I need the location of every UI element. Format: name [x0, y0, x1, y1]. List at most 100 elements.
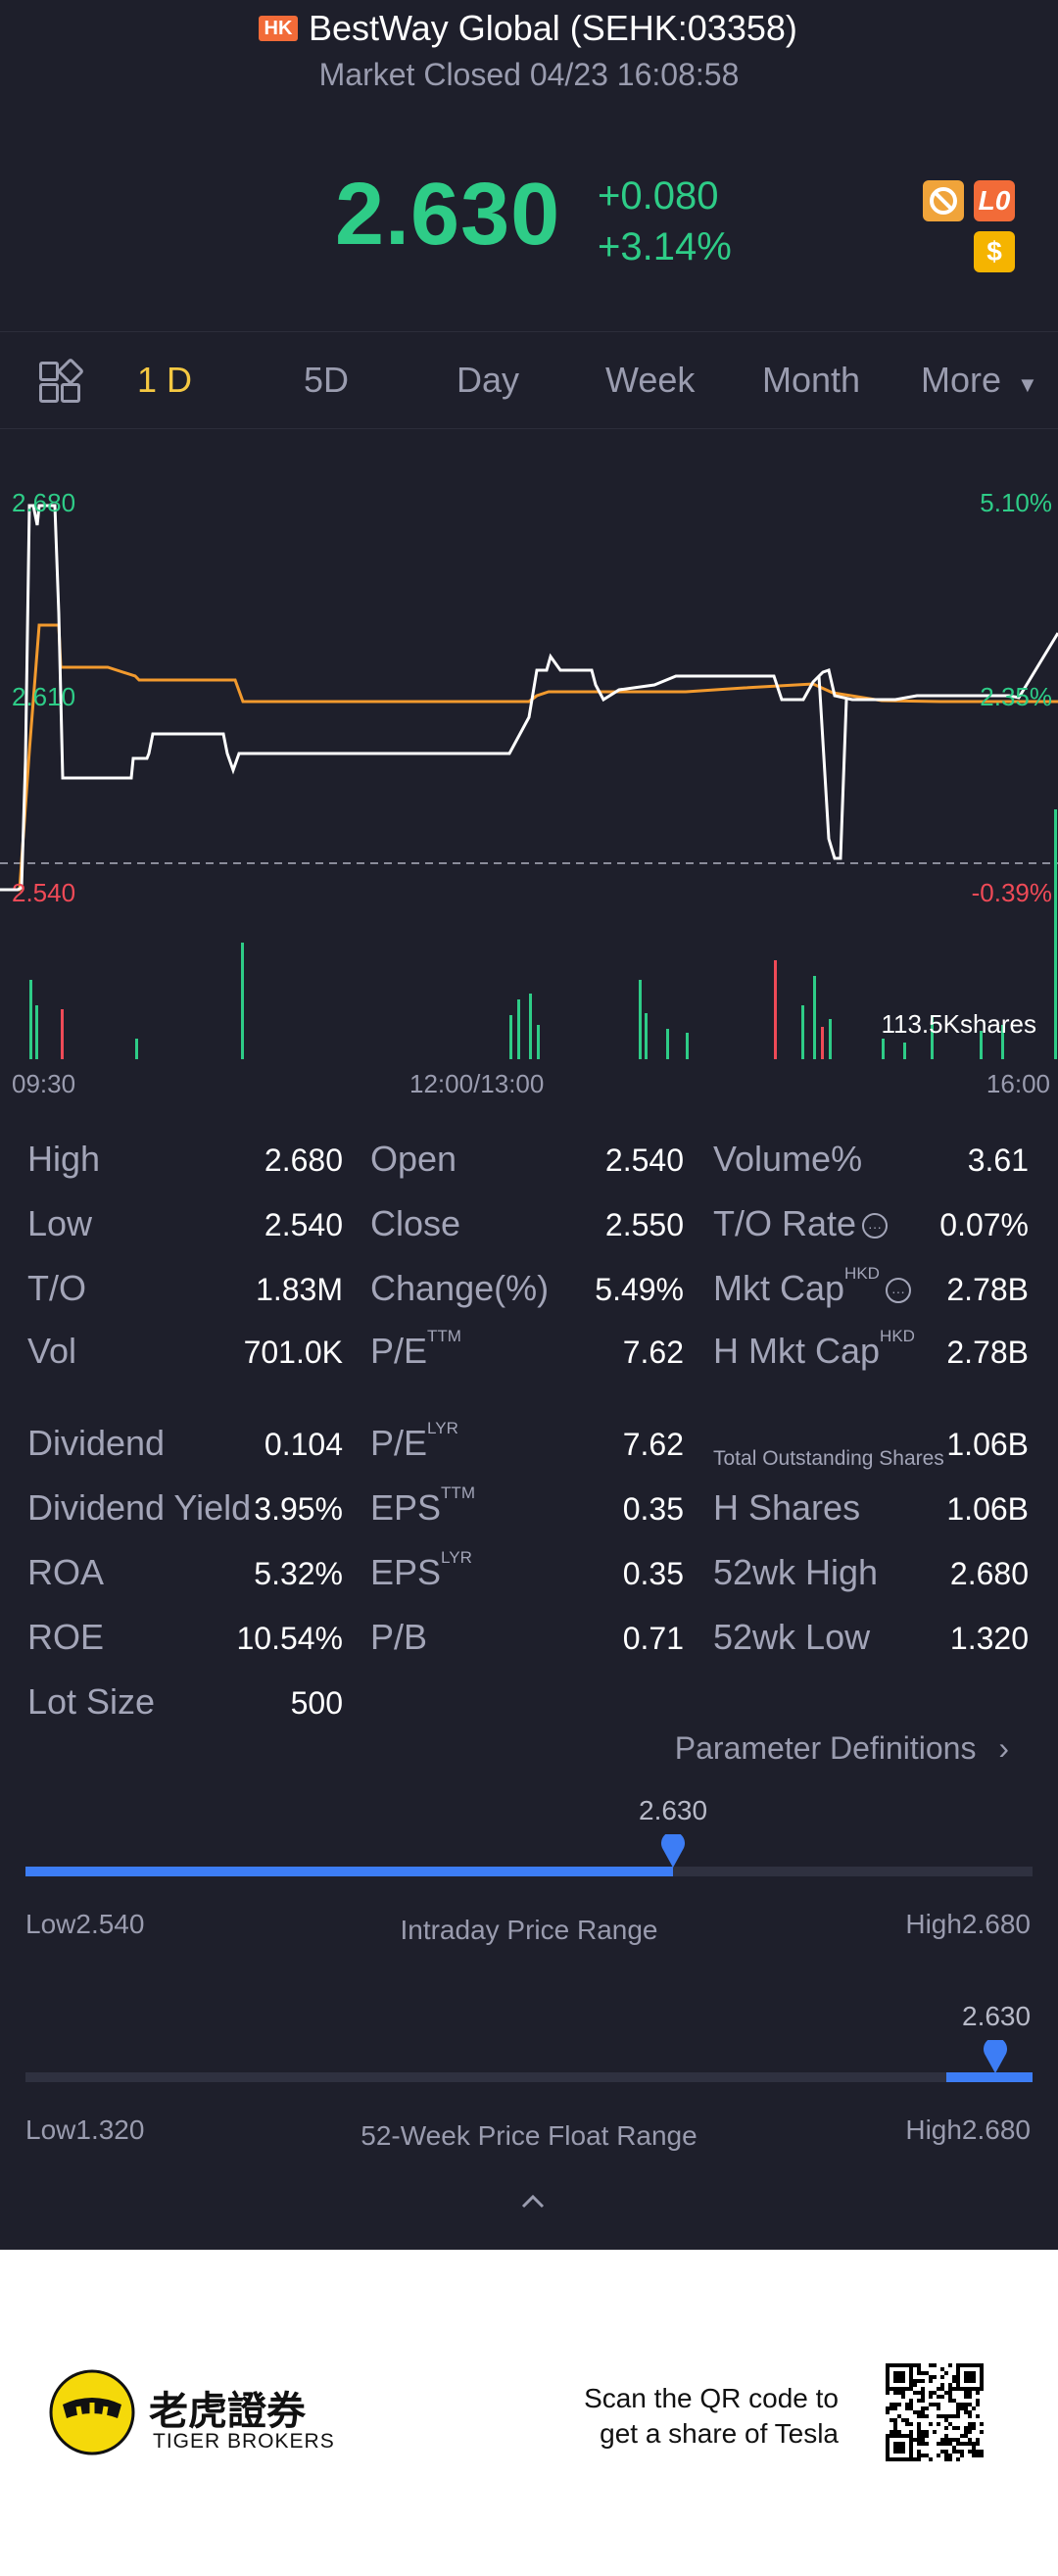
- week52-high: High2.680: [905, 2114, 1031, 2145]
- price-line: [0, 504, 1058, 892]
- volume-bar: [639, 980, 642, 1059]
- volume-bar: [517, 999, 520, 1059]
- stat-label-roe: ROE: [27, 1617, 104, 1658]
- brand-name-cn: 老虎證券: [149, 2390, 306, 2433]
- week52-current-value: 2.630: [962, 2001, 1032, 2031]
- stat-label-roa: ROA: [27, 1552, 104, 1593]
- volume-bar: [774, 960, 777, 1059]
- intraday-fill: [25, 1867, 673, 1876]
- stat-label-text: ROA: [27, 1552, 105, 1592]
- volume-bar: [1001, 1025, 1004, 1059]
- stat-value-52wk-high: 2.680: [949, 1556, 1029, 1591]
- time-start: 09:30: [12, 1069, 76, 1098]
- intraday-chart[interactable]: 2.680 2.610 2.540 5.10% 2.35% -0.39% 113…: [0, 427, 1058, 1113]
- volume-bar: [666, 1029, 669, 1059]
- stat-value-52wk-low: 1.320: [949, 1621, 1029, 1656]
- tab-month[interactable]: Month: [762, 360, 861, 400]
- average-price-line: [0, 623, 1058, 892]
- stat-label-text: EPS: [370, 1552, 442, 1592]
- tab-5d[interactable]: 5D: [304, 360, 350, 400]
- stat-label-text: Low: [27, 1203, 93, 1243]
- tab-week[interactable]: Week: [605, 360, 696, 400]
- parameter-definitions-label: Parameter Definitions: [674, 1730, 977, 1766]
- stat-label-h-shares: H Shares: [713, 1487, 860, 1529]
- stat-label-vol: Vol: [27, 1331, 76, 1372]
- stat-value-volume: 3.61: [967, 1142, 1029, 1178]
- volume-bar: [135, 1039, 138, 1059]
- brand-name-en: TIGER BROKERS: [153, 2430, 335, 2453]
- stat-label-superscript: TTM: [441, 1483, 475, 1502]
- stat-label-text: H Mkt Cap: [713, 1331, 881, 1371]
- stat-value-p-e-lyr: 7.62: [622, 1427, 684, 1462]
- volume-bars: [29, 809, 1057, 1059]
- tab-1d[interactable]: 1 D: [137, 360, 193, 400]
- stat-label-mkt-cap-hkd: Mkt CapHKD ···: [713, 1264, 911, 1309]
- tab-more[interactable]: More ▼: [921, 360, 1038, 401]
- info-icon[interactable]: ···: [885, 1278, 911, 1304]
- intraday-marker-icon: [661, 1834, 685, 1868]
- stat-value-p-e-ttm: 7.62: [622, 1335, 684, 1370]
- week52-track: [25, 2072, 1033, 2082]
- grid-icon[interactable]: [39, 357, 85, 403]
- stat-label-text: Dividend Yield: [27, 1487, 252, 1528]
- collapse-chevron-icon[interactable]: [521, 2193, 545, 2213]
- volume-bar: [645, 1013, 648, 1059]
- stat-value-high: 2.680: [264, 1142, 343, 1178]
- intraday-title: Intraday Price Range: [400, 1915, 658, 1945]
- stat-label-text: 52wk High: [713, 1552, 879, 1592]
- intraday-low: Low2.540: [25, 1909, 145, 1939]
- stat-label-t-o: T/O: [27, 1268, 86, 1309]
- stat-label-t-o-rate: T/O Rate ···: [713, 1203, 889, 1244]
- stat-label-text: Mkt Cap: [713, 1268, 845, 1308]
- tab-day[interactable]: Day: [457, 360, 520, 400]
- stat-label-open: Open: [370, 1139, 457, 1180]
- stat-label-superscript: TTM: [427, 1327, 461, 1345]
- stat-value-p-b: 0.71: [622, 1621, 684, 1656]
- volume-bar: [931, 1015, 934, 1059]
- period-tabs: 1 D 5D Day Week Month More ▼: [0, 331, 1058, 429]
- stat-value-t-o: 1.83M: [256, 1272, 343, 1307]
- volume-bar: [821, 1027, 824, 1059]
- stat-value-t-o-rate: 0.07%: [939, 1207, 1029, 1242]
- week52-title: 52-Week Price Float Range: [361, 2120, 697, 2151]
- price-change-percent: +3.14%: [598, 225, 732, 268]
- stock-title: BestWay Global (SEHK:03358): [309, 8, 797, 48]
- parameter-definitions-link[interactable]: Parameter Definitions ›: [675, 1730, 1009, 1767]
- promo-line-1: Scan the QR code to: [584, 2383, 839, 2413]
- promo-footer: 老虎證券 TIGER BROKERS Scan the QR code to g…: [0, 2250, 1058, 2576]
- stat-label-text: P/E: [370, 1331, 428, 1371]
- week52-marker-icon: [984, 2040, 1007, 2073]
- stat-label-dividend: Dividend: [27, 1423, 165, 1464]
- volume-bar: [813, 976, 816, 1059]
- stat-value-close: 2.550: [604, 1207, 684, 1242]
- no-short-icon[interactable]: [923, 180, 964, 221]
- chart-max-percent: 5.10%: [980, 488, 1052, 517]
- stat-label-text: Total Outstanding Shares: [713, 1447, 944, 1470]
- stat-label-p-e-ttm: P/ETTM: [370, 1327, 461, 1372]
- stat-label-52wk-high: 52wk High: [713, 1552, 878, 1593]
- stat-value-h-mkt-cap-hkd: 2.78B: [946, 1335, 1029, 1370]
- stat-value-dividend: 0.104: [264, 1427, 343, 1462]
- stat-label-text: Dividend: [27, 1423, 166, 1463]
- stat-label-dividend-yield: Dividend Yield: [27, 1487, 251, 1529]
- stat-label-text: Open: [370, 1139, 457, 1179]
- stat-label-eps-lyr: EPSLYR: [370, 1548, 472, 1593]
- stat-label-low: Low: [27, 1203, 92, 1244]
- stat-label-text: Volume%: [713, 1139, 863, 1179]
- qr-code-icon[interactable]: [886, 2363, 984, 2461]
- dollar-icon[interactable]: $: [974, 231, 1015, 272]
- stock-header: HK BestWay Global (SEHK:03358) Market Cl…: [0, 0, 1058, 331]
- stat-label-text: ROE: [27, 1617, 105, 1657]
- volume-bar: [980, 1031, 983, 1059]
- week52-fill: [946, 2072, 1033, 2082]
- no-short-icon-glyph: [930, 187, 957, 215]
- stat-label-text: T/O: [27, 1268, 86, 1308]
- chart-min-price: 2.540: [12, 878, 76, 907]
- stat-label-volume: Volume%: [713, 1139, 862, 1180]
- stat-label-high: High: [27, 1139, 100, 1180]
- last-price: 2.630: [335, 166, 561, 264]
- info-icon[interactable]: ···: [862, 1213, 889, 1239]
- stat-label-p-e-lyr: P/ELYR: [370, 1419, 458, 1464]
- lo-icon[interactable]: L0: [974, 180, 1015, 221]
- volume-bar: [903, 1043, 906, 1059]
